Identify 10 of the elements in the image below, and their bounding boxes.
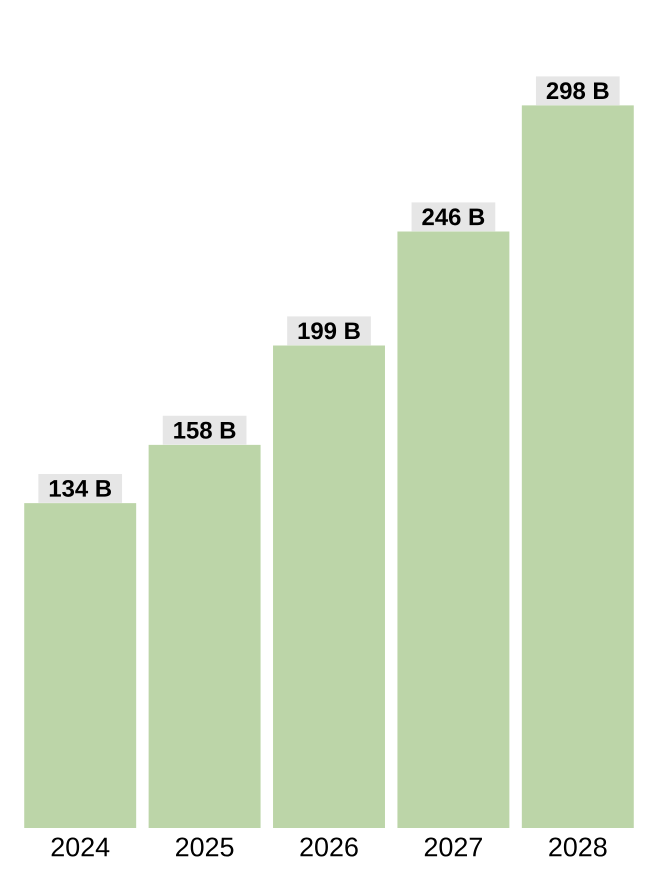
data-label: 199 B [298,322,360,340]
x-tick-label: 2028 [549,838,607,857]
x-tick-label: 2027 [424,838,482,857]
data-label: 298 B [546,82,609,100]
data-label: 246 B [422,208,484,226]
x-tick-label: 2026 [300,838,358,857]
x-tick-label: 2024 [52,838,110,857]
x-tick-label: 2025 [176,838,234,857]
data-label: 134 B [50,480,111,497]
data-label: 158 B [174,422,236,439]
